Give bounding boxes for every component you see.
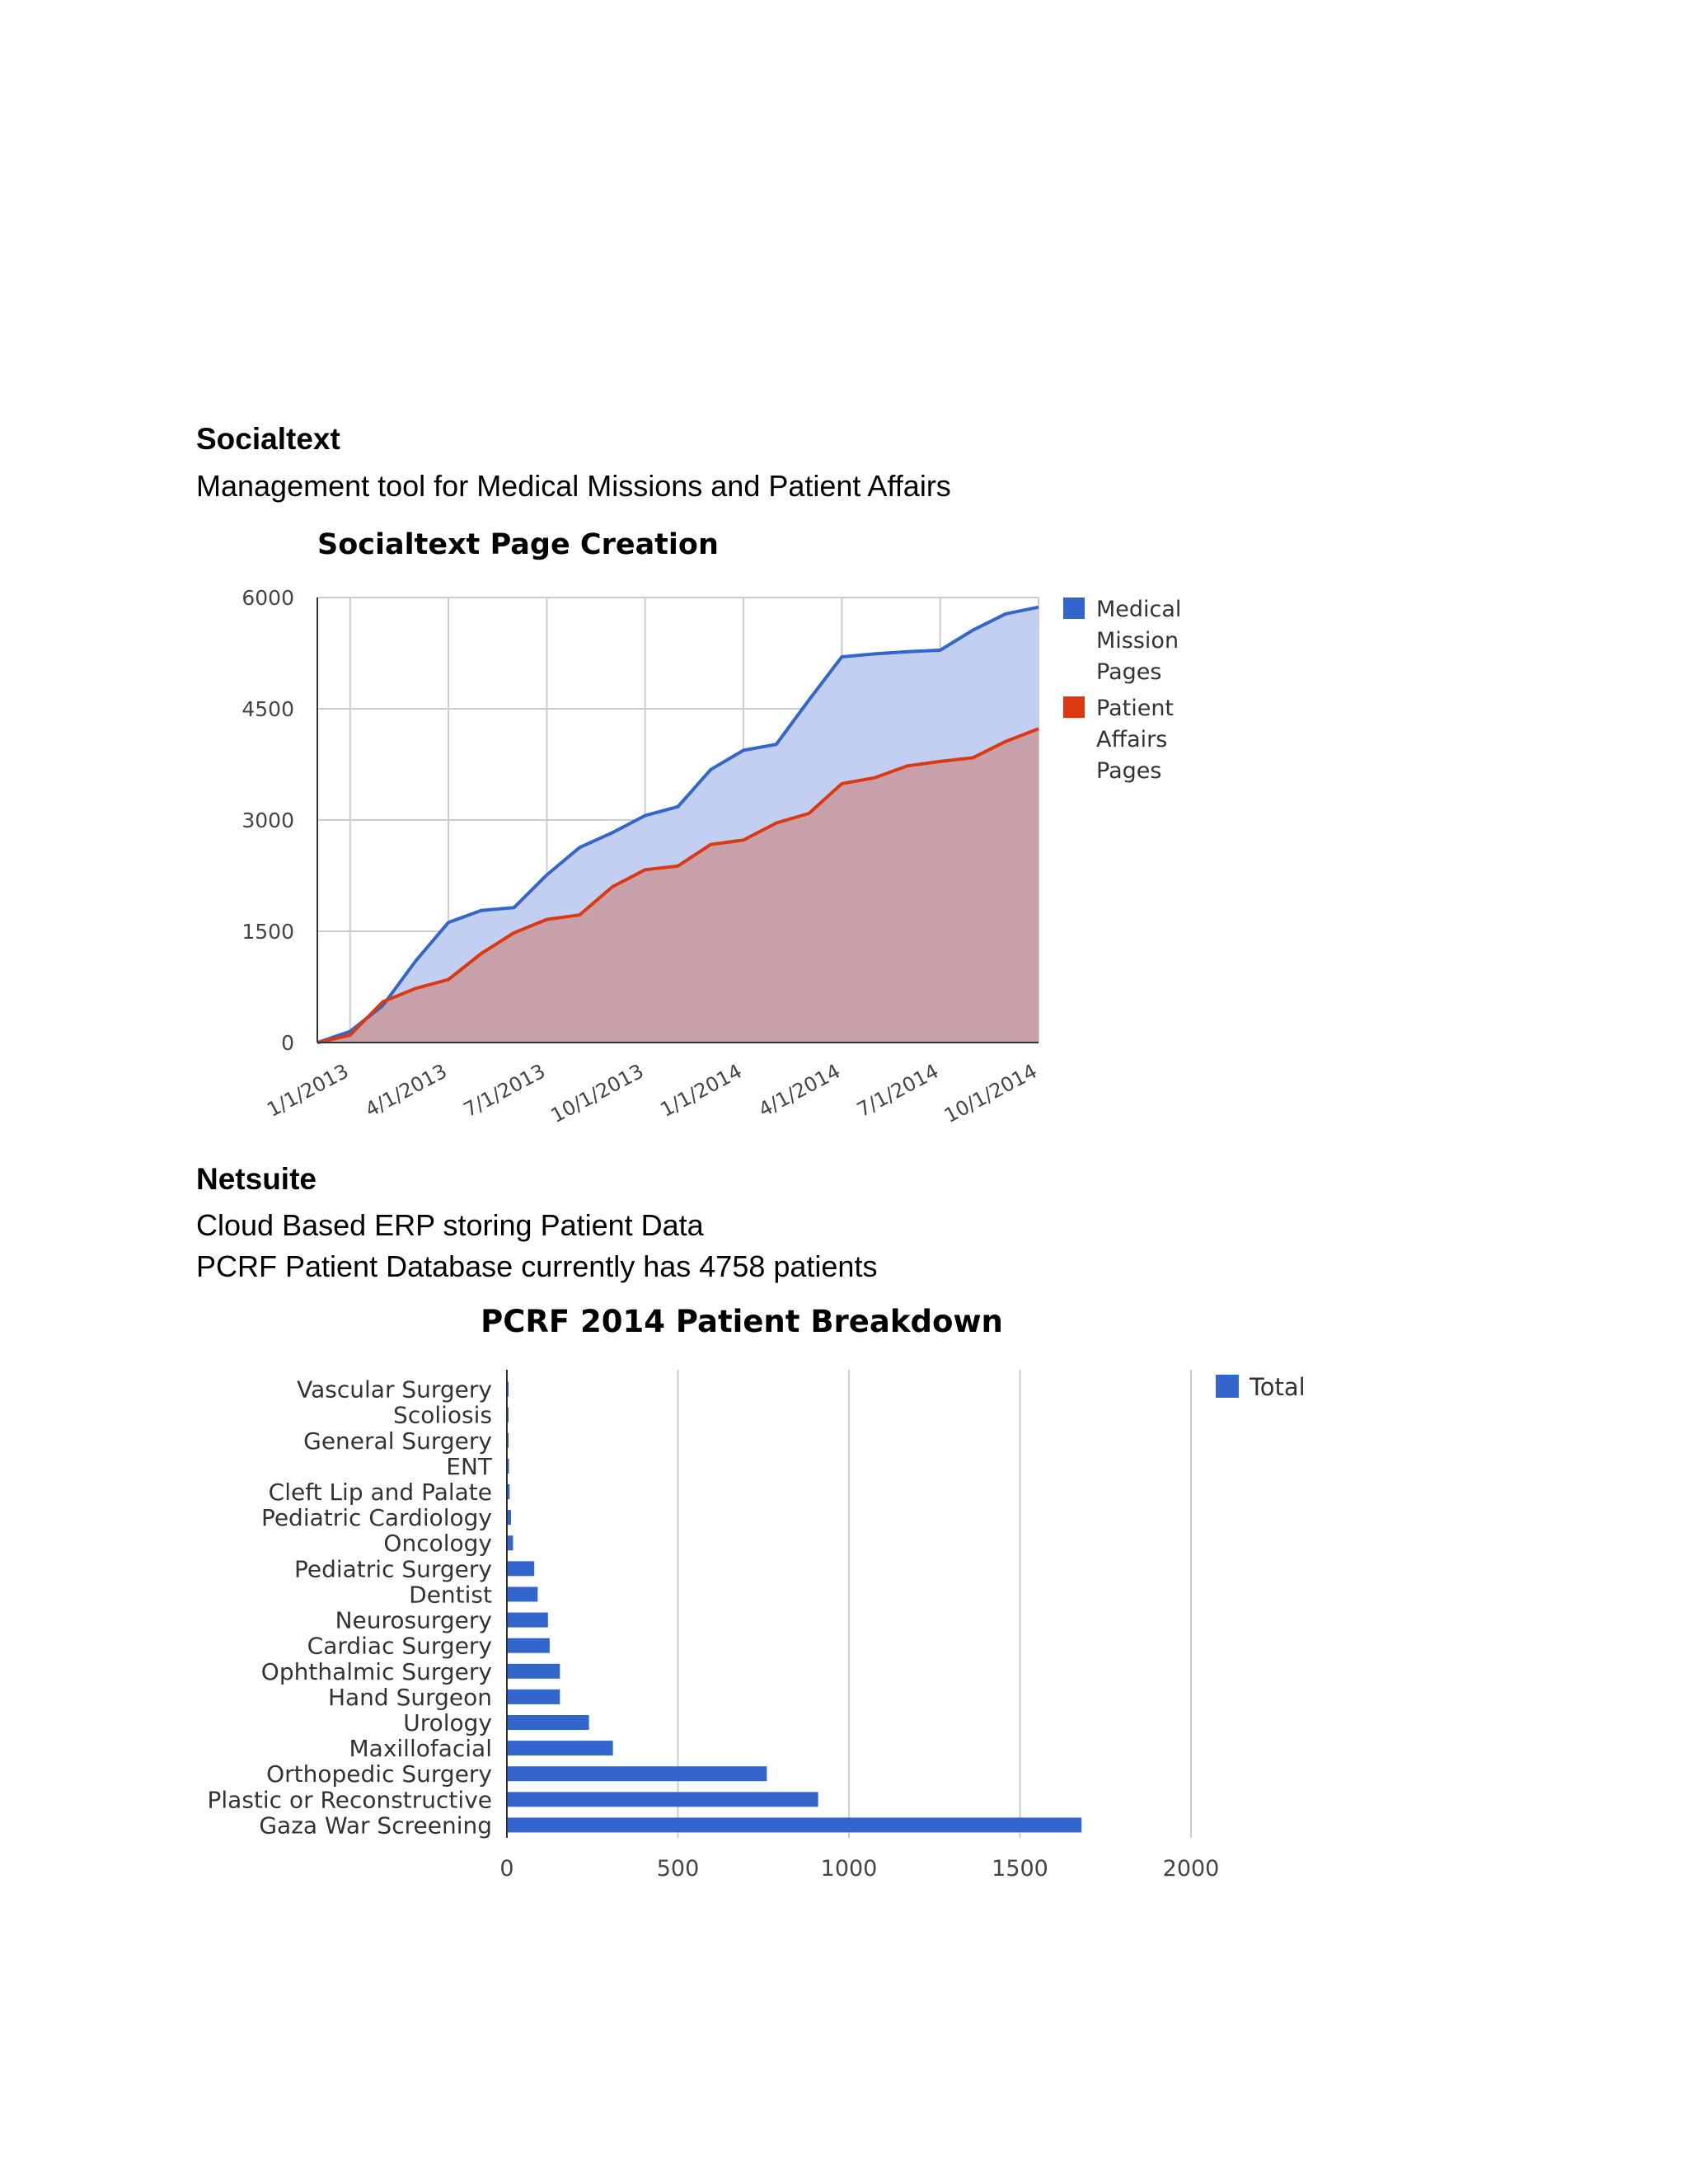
chart-title: Socialtext Page Creation <box>317 528 719 561</box>
patient-breakdown-chart: PCRF 2014 Patient Breakdown 0 500 1000 1500 2… <box>208 1304 1306 1882</box>
bar <box>507 1741 613 1756</box>
socialtext-description: Management tool for Medical Missions and… <box>196 469 951 503</box>
x-tick-label: 2000 <box>1163 1856 1220 1882</box>
netsuite-title: Netsuite <box>196 1162 316 1196</box>
x-tick-label: 7/1/2014 <box>853 1060 942 1122</box>
legend-label: Total <box>1249 1373 1306 1401</box>
chart-title: PCRF 2014 Patient Breakdown <box>481 1304 1003 1339</box>
legend-swatch <box>1063 696 1085 718</box>
bar <box>507 1612 548 1628</box>
category-label: Dentist <box>409 1581 492 1608</box>
bar <box>507 1432 509 1448</box>
legend-swatch <box>1063 598 1085 619</box>
bar <box>507 1484 510 1499</box>
category-label: Plastic or Reconstructive <box>208 1786 492 1813</box>
bar <box>507 1458 509 1474</box>
area-patient-affairs-pages <box>317 729 1039 1043</box>
category-label: Ophthalmic Surgery <box>261 1658 492 1685</box>
x-tick-label: 4/1/2014 <box>755 1060 844 1122</box>
x-tick-label: 7/1/2013 <box>460 1060 549 1122</box>
x-tick-label: 10/1/2013 <box>547 1060 648 1127</box>
series-line-patient-affairs-pages <box>316 727 1039 1044</box>
legend-label: Pages <box>1096 659 1161 685</box>
series-line-medical-mission-pages <box>316 605 1039 1044</box>
x-tick-label: 1500 <box>992 1856 1048 1882</box>
category-label: Vascular Surgery <box>297 1376 492 1404</box>
category-label: Hand Surgeon <box>328 1684 492 1711</box>
y-tick-label: 1500 <box>241 920 294 944</box>
legend-label: Pages <box>1096 758 1161 784</box>
x-tick-label: 1000 <box>821 1856 878 1882</box>
bar <box>507 1689 560 1704</box>
bar <box>507 1715 589 1730</box>
bar <box>507 1792 818 1807</box>
category-label: Orthopedic Surgery <box>266 1760 492 1788</box>
x-tick-label: 4/1/2013 <box>362 1060 451 1122</box>
bar <box>507 1817 1082 1833</box>
netsuite-line-2: PCRF Patient Database currently has 4758… <box>196 1249 878 1283</box>
category-label: Gaza War Screening <box>259 1811 492 1839</box>
category-label: Pediatric Surgery <box>294 1555 492 1582</box>
legend-label: Medical <box>1096 597 1181 622</box>
category-label: General Surgery <box>303 1427 492 1455</box>
x-tick-label: 10/1/2014 <box>940 1060 1041 1127</box>
category-label: Maxillofacial <box>349 1735 492 1762</box>
x-tick-label: 1/1/2014 <box>657 1060 746 1122</box>
legend-label: Patient <box>1096 696 1174 721</box>
y-tick-label: 4500 <box>241 697 294 721</box>
category-label: ENT <box>446 1453 493 1480</box>
category-label: Pediatric Cardiology <box>261 1504 492 1531</box>
legend-label: Mission <box>1096 628 1179 654</box>
y-tick-label: 0 <box>281 1031 294 1055</box>
legend-swatch <box>1216 1375 1239 1398</box>
bar <box>507 1586 538 1602</box>
y-tick-label: 3000 <box>241 808 294 832</box>
category-label: Urology <box>403 1709 492 1736</box>
bar <box>507 1663 560 1679</box>
x-tick-label: 0 <box>499 1856 513 1882</box>
x-tick-label: 1/1/2013 <box>263 1060 352 1122</box>
bar <box>507 1535 513 1551</box>
netsuite-line-1: Cloud Based ERP storing Patient Data <box>196 1208 704 1242</box>
bar <box>507 1638 550 1653</box>
x-tick-label: 500 <box>657 1856 700 1882</box>
category-label: Oncology <box>383 1530 492 1557</box>
bar <box>507 1561 535 1577</box>
bar <box>507 1766 767 1782</box>
legend-label: Affairs <box>1096 727 1167 752</box>
category-label: Neurosurgery <box>335 1607 492 1634</box>
bar <box>507 1510 511 1526</box>
y-tick-label: 6000 <box>241 586 294 610</box>
socialtext-page-creation-chart: Socialtext Page Creation 0 1500 3000 4500 600… <box>241 528 1181 1127</box>
category-label: Cleft Lip and Palate <box>269 1479 492 1506</box>
category-label: Cardiac Surgery <box>307 1633 492 1660</box>
category-label: Scoliosis <box>393 1402 492 1429</box>
socialtext-title: Socialtext <box>196 422 340 456</box>
